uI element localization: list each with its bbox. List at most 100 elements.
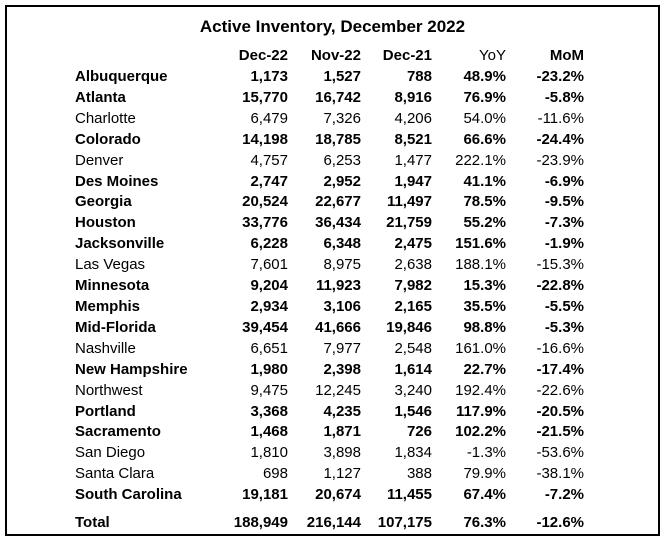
cell-mom: -53.6% [536, 444, 584, 462]
cell-nov22: 20,674 [315, 486, 361, 504]
header-row: Dec-22 Nov-22 Dec-21 YoY MoM [75, 45, 584, 67]
cell-mom: -23.2% [536, 68, 584, 85]
cell-dec21: 2,548 [394, 339, 432, 357]
cell-dec21: 3,240 [394, 381, 432, 399]
cell-name: Sacramento [75, 423, 161, 441]
cell-nov22: 1,127 [323, 465, 361, 483]
table-row: Charlotte 6,479 7,326 4,206 54.0% -11.6% [75, 109, 584, 130]
table-title: Active Inventory, December 2022 [199, 17, 466, 36]
cell-dec22: 19,181 [242, 486, 288, 504]
cell-nov22: 1,527 [323, 68, 361, 85]
cell-nov22: 3,898 [323, 444, 361, 462]
cell-dec22: 39,454 [242, 318, 288, 336]
cell-nov22: 11,923 [315, 277, 361, 295]
cell-mom: -24.4% [536, 130, 584, 148]
cell-name: Northwest [75, 381, 143, 399]
cell-dec21: 1,477 [394, 151, 432, 169]
cell-mom: -7.2% [544, 486, 584, 504]
cell-dec22: 20,524 [242, 193, 288, 211]
cell-name: Des Moines [75, 172, 159, 190]
cell-dec22: 2,934 [250, 297, 288, 315]
cell-yoy: 76.9% [463, 88, 506, 106]
cell-dec22: 15,770 [242, 88, 288, 106]
cell-yoy: 55.2% [463, 214, 506, 232]
table-row: Memphis 2,934 3,106 2,165 35.5% -5.5% [75, 297, 584, 318]
cell-mom: -22.6% [536, 381, 584, 399]
cell-yoy: 79.9% [463, 465, 506, 483]
cell-dec21: 1,834 [394, 444, 432, 462]
cell-dec21: 2,638 [394, 256, 432, 274]
table-row: Houston 33,776 36,434 21,759 55.2% -7.3% [75, 213, 584, 234]
cell-dec21: 11,455 [386, 486, 432, 504]
cell-name: Charlotte [75, 109, 136, 127]
cell-nov22: 216,144 [306, 514, 361, 532]
cell-name: Houston [75, 214, 136, 232]
cell-mom: -9.5% [544, 193, 584, 211]
cell-name: Las Vegas [75, 256, 146, 274]
cell-mom: -17.4% [536, 360, 584, 378]
header-nov22: Nov-22 [310, 47, 361, 64]
cell-yoy: 222.1% [455, 151, 506, 169]
cell-name: Jacksonville [75, 235, 165, 253]
cell-yoy: 66.6% [463, 130, 506, 148]
table-row: Portland 3,368 4,235 1,546 117.9% -20.5% [75, 402, 584, 423]
table-row: Minnesota 9,204 11,923 7,982 15.3% -22.8% [75, 276, 584, 297]
cell-nov22: 36,434 [315, 214, 361, 232]
cell-dec22: 6,228 [250, 235, 288, 253]
cell-name: South Carolina [75, 486, 182, 504]
header-mom: MoM [549, 47, 584, 64]
table-body: Albuquerque 1,173 1,527 788 48.9% -23.2% Atlan… [75, 67, 584, 540]
cell-dec21: 19,846 [386, 318, 432, 336]
cell-dec22: 1,173 [250, 68, 288, 85]
cell-name: Colorado [75, 130, 141, 148]
header-yoy: YoY [479, 47, 506, 64]
cell-yoy: 98.8% [463, 318, 506, 336]
cell-dec22: 9,475 [250, 381, 288, 399]
cell-name: Total [75, 514, 110, 532]
cell-name: Mid-Florida [75, 318, 156, 336]
cell-dec22: 9,204 [250, 277, 288, 295]
cell-yoy: -1.3% [466, 444, 506, 462]
cell-dec22: 14,198 [242, 130, 288, 148]
cell-mom: -15.3% [536, 256, 584, 274]
table-row: Mid-Florida 39,454 41,666 19,846 98.8% -5.3% [75, 318, 584, 339]
cell-dec21: 2,165 [394, 297, 432, 315]
cell-dec22: 3,368 [250, 402, 288, 420]
table-row: Nashville 6,651 7,977 2,548 161.0% -16.6% [75, 339, 584, 360]
cell-yoy: 35.5% [463, 297, 506, 315]
table-row: Albuquerque 1,173 1,527 788 48.9% -23.2% [75, 67, 584, 88]
cell-nov22: 41,666 [315, 318, 361, 336]
cell-yoy: 161.0% [455, 339, 506, 357]
cell-nov22: 7,977 [323, 339, 361, 357]
cell-nov22: 22,677 [315, 193, 361, 211]
total-row: Total 188,949 216,144 107,175 76.3% -12.6% [75, 506, 584, 540]
cell-dec22: 698 [262, 465, 288, 483]
cell-yoy: 117.9% [455, 402, 506, 420]
cell-name: Georgia [75, 193, 132, 211]
cell-nov22: 4,235 [323, 402, 361, 420]
cell-mom: -5.3% [544, 318, 584, 336]
cell-dec21: 21,759 [386, 214, 432, 232]
table-row: Georgia 20,524 22,677 11,497 78.5% -9.5% [75, 192, 584, 213]
cell-dec22: 188,949 [233, 514, 288, 532]
table-row: South Carolina 19,181 20,674 11,455 67.4% -7.… [75, 485, 584, 506]
cell-name: San Diego [75, 444, 146, 462]
table-row: Sacramento 1,468 1,871 726 102.2% -21.5% [75, 422, 584, 443]
cell-yoy: 151.6% [455, 235, 506, 253]
cell-yoy: 102.2% [455, 423, 506, 441]
cell-yoy: 67.4% [463, 486, 506, 504]
table-row: New Hampshire 1,980 2,398 1,614 22.7% -17.4% [75, 360, 584, 381]
table-row: Denver 4,757 6,253 1,477 222.1% -23.9% [75, 151, 584, 172]
cell-dec21: 1,614 [394, 360, 432, 378]
cell-dec22: 4,757 [250, 151, 288, 169]
cell-mom: -5.5% [544, 297, 584, 315]
table-row: Las Vegas 7,601 8,975 2,638 188.1% -15.3% [75, 255, 584, 276]
cell-nov22: 6,253 [323, 151, 361, 169]
cell-mom: -20.5% [536, 402, 584, 420]
cell-mom: -22.8% [536, 277, 584, 295]
cell-dec21: 7,982 [394, 277, 432, 295]
cell-nov22: 1,871 [323, 423, 361, 441]
cell-mom: -21.5% [536, 423, 584, 441]
table-row: Jacksonville 6,228 6,348 2,475 151.6% -1.9% [75, 234, 584, 255]
cell-name: Minnesota [75, 277, 150, 295]
